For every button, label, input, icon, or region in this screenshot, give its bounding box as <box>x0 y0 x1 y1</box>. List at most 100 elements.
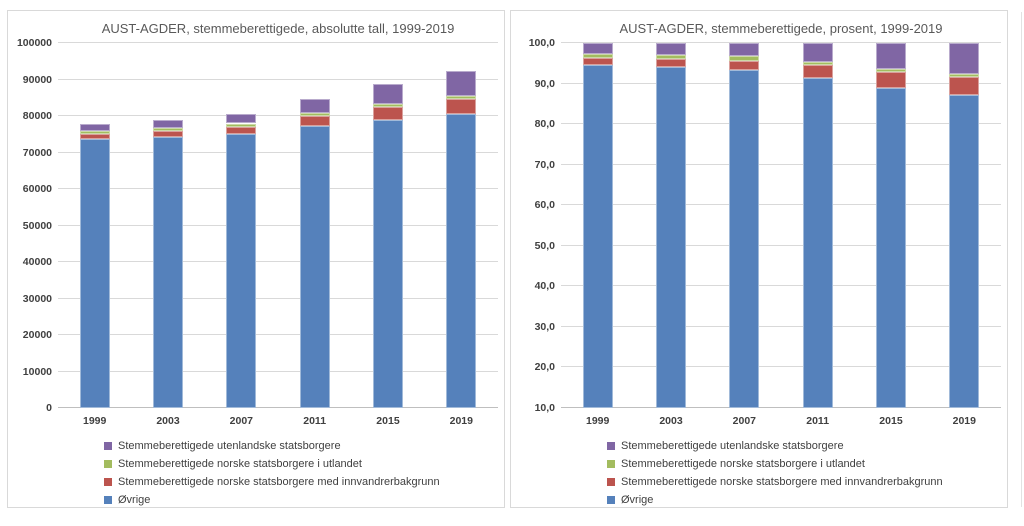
bar-segment <box>372 104 403 107</box>
bar-segment <box>372 83 403 105</box>
bar-segment <box>582 64 613 408</box>
bar-segment <box>79 123 110 132</box>
bar-column-2011 <box>278 43 351 408</box>
y-tick-label: 20,0 <box>534 361 555 374</box>
bar-segment <box>79 134 110 139</box>
gridline <box>58 370 498 372</box>
gridline <box>561 42 1001 43</box>
bar-segment <box>655 59 687 67</box>
x-tick-label: 2019 <box>952 415 976 427</box>
y-tick-label: 100,0 <box>528 37 555 49</box>
chart-legend: Stemmeberettigede utenlandske statsborge… <box>104 437 440 509</box>
bar-segment <box>802 43 833 62</box>
y-tick-label: 100000 <box>16 37 52 49</box>
stacked-bar-2007 <box>729 43 760 408</box>
bar-column-2015 <box>351 43 424 408</box>
y-axis: 100,0 90,0 80,0 70,0 60,0 50,0 40,0 30,0 20,0 10,… <box>511 37 555 414</box>
bar-segment <box>802 61 833 66</box>
stacked-bar-1999 <box>582 43 613 408</box>
y-tick-label: 30000 <box>22 292 52 305</box>
bar-segment <box>299 98 330 114</box>
y-tick-label: 40000 <box>22 256 52 268</box>
bar-segment <box>729 43 760 57</box>
y-tick-label: 0 <box>46 402 52 414</box>
y-tick-label: 80,0 <box>534 118 555 131</box>
plot-area <box>58 42 498 408</box>
legend-item: Øvrige <box>607 491 943 509</box>
y-tick-label: 50000 <box>22 219 52 232</box>
legend-swatch-icon <box>607 460 615 468</box>
chart-panel-percent: AUST-AGDER, stemmeberettigede, prosent, … <box>510 10 1008 508</box>
bar-segment <box>582 43 613 54</box>
x-tick-label: 1999 <box>585 415 610 427</box>
gridline <box>58 188 498 189</box>
stacked-bar-1999 <box>79 43 110 408</box>
bar-segment <box>299 113 330 116</box>
chart-title: AUST-AGDER, stemmeberettigede, prosent, … <box>619 21 943 36</box>
legend-swatch-icon <box>104 496 112 504</box>
bar-segment <box>949 94 980 408</box>
y-tick-label: 60000 <box>22 183 52 195</box>
y-tick-label: 40,0 <box>534 280 555 293</box>
y-tick-label: 50,0 <box>534 239 555 252</box>
legend-item: Stemmeberettigede norske statsborgere i … <box>104 455 440 473</box>
legend-label: Stemmeberettigede utenlandske statsborge… <box>118 440 341 452</box>
gridline <box>58 297 498 299</box>
bar-column-2011 <box>781 43 854 408</box>
bar-column-2019 <box>425 43 498 408</box>
chart-legend: Stemmeberettigede utenlandske statsborge… <box>607 437 943 509</box>
bar-segment <box>372 119 403 408</box>
x-tick-label: 2011 <box>303 415 327 427</box>
bar-segment <box>152 119 184 129</box>
x-axis-line <box>561 407 1001 408</box>
legend-item: Øvrige <box>104 491 440 509</box>
gridline <box>561 82 1001 84</box>
legend-swatch-icon <box>104 442 112 450</box>
y-tick-label: 60,0 <box>534 199 555 212</box>
x-tick-label: 1999 <box>82 415 107 427</box>
bar-segment <box>226 113 257 124</box>
bar-segment <box>655 43 687 55</box>
legend-item: Stemmeberettigede norske statsborgere i … <box>607 455 943 473</box>
legend-item: Stemmeberettigede norske statsborgere me… <box>104 473 440 491</box>
legend-swatch-icon <box>607 478 615 486</box>
y-tick-label: 30,0 <box>534 320 555 333</box>
bar-segment <box>729 60 760 71</box>
gridline <box>58 78 498 80</box>
x-tick-label: 2007 <box>229 415 253 427</box>
bar-segment <box>152 131 184 137</box>
gridline <box>58 261 498 262</box>
bar-column-2019 <box>928 43 1001 408</box>
bar-segment <box>372 106 403 120</box>
gridline <box>58 334 498 335</box>
stacked-bar-2011 <box>299 43 330 408</box>
stacked-bar-2003 <box>152 43 184 408</box>
bar-column-1999 <box>58 43 131 408</box>
y-tick-label: 90000 <box>22 73 52 86</box>
y-tick-label: 90,0 <box>534 77 555 90</box>
bar-column-1999 <box>561 43 634 408</box>
bar-segment <box>949 73 980 78</box>
y-tick-label: 70000 <box>22 146 52 159</box>
legend-label: Stemmeberettigede norske statsborgere me… <box>621 476 943 488</box>
legend-label: Stemmeberettigede norske statsborgere i … <box>621 458 865 470</box>
bar-segment <box>875 72 906 89</box>
legend-swatch-icon <box>104 460 112 468</box>
bar-segment <box>875 68 906 73</box>
bar-segment <box>152 128 184 132</box>
bar-column-2007 <box>205 43 278 408</box>
stacked-bar-2011 <box>802 43 833 408</box>
stacked-bar-2019 <box>949 43 980 408</box>
x-axis: 1999 2003 2007 2011 2015 2019 <box>58 415 498 427</box>
bar-segment <box>802 78 833 408</box>
bar-segment <box>949 77 980 95</box>
gridline <box>58 42 498 43</box>
x-tick-label: 2003 <box>156 415 180 427</box>
bar-segment <box>79 131 110 135</box>
gridline <box>561 366 1001 368</box>
bar-segment <box>79 138 110 408</box>
bar-segment <box>729 56 760 61</box>
legend-swatch-icon <box>104 478 112 486</box>
legend-label: Stemmeberettigede utenlandske statsborge… <box>621 440 844 452</box>
y-tick-label: 80000 <box>22 110 52 122</box>
